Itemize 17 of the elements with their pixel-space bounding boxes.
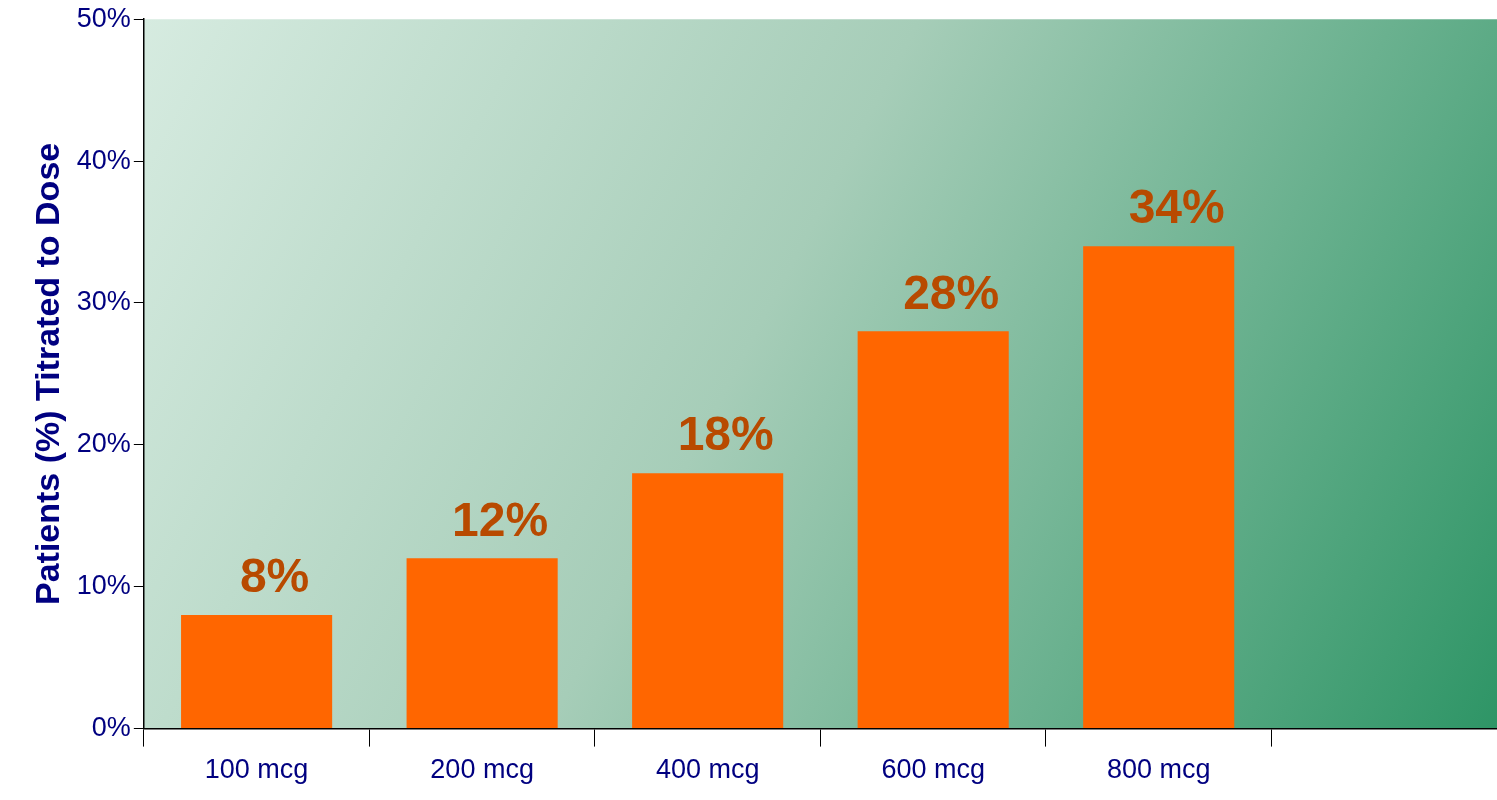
data-label: 28% <box>903 265 1000 319</box>
x-tick-label: 400 mcg <box>655 754 760 785</box>
data-label: 34% <box>1128 180 1225 234</box>
data-label: 8% <box>239 549 310 603</box>
y-tick-label: 30% <box>76 286 131 317</box>
y-tick-label: 50% <box>76 2 131 33</box>
y-tick-label: 0% <box>91 712 131 743</box>
y-tick-label: 20% <box>76 428 131 459</box>
data-label: 18% <box>677 407 774 461</box>
y-tick-label: 10% <box>76 570 131 601</box>
data-label: 12% <box>452 492 549 546</box>
x-tick-label: 100 mcg <box>204 754 309 785</box>
x-tick-label: 800 mcg <box>1106 754 1211 785</box>
y-tick-label: 40% <box>76 144 131 175</box>
y-axis-title: Patients (%) Titrated to Dose <box>27 142 66 606</box>
x-tick-label: 200 mcg <box>430 754 534 785</box>
x-tick-label: 600 mcg <box>881 754 985 785</box>
